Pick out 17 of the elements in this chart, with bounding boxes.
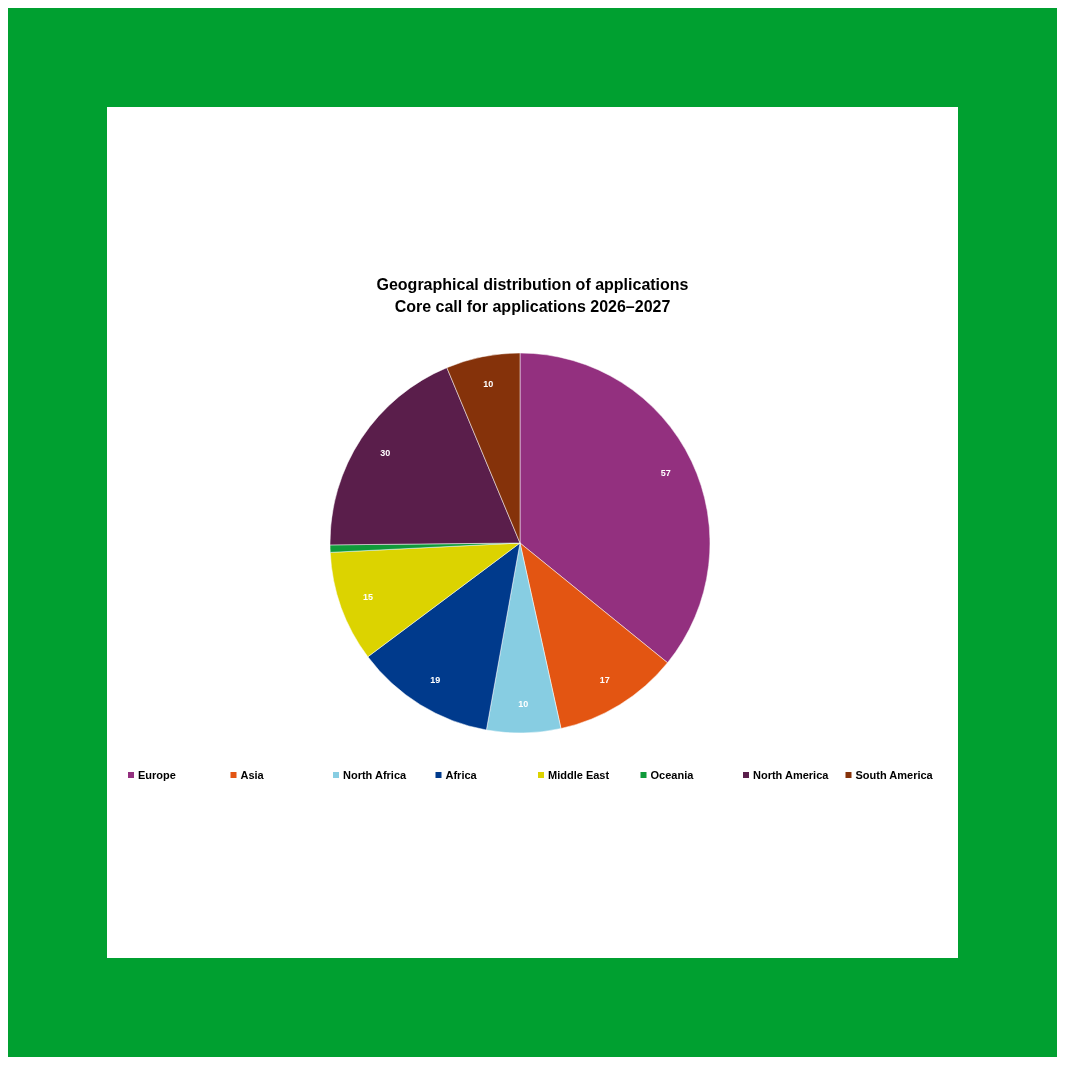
legend-label: Africa bbox=[445, 768, 478, 781]
data-label: 30 bbox=[380, 448, 391, 459]
legend-label: Asia bbox=[240, 768, 265, 781]
data-label: 10 bbox=[483, 379, 494, 390]
chart-subtitle: Core call for applications 2026–2027 bbox=[394, 298, 671, 315]
legend-label: Oceania bbox=[650, 768, 695, 781]
legend-label: Europe bbox=[138, 768, 176, 781]
data-label: 19 bbox=[430, 674, 441, 685]
chart-title: Geographical distribution of applications bbox=[376, 276, 689, 293]
legend-label: Middle East bbox=[548, 768, 610, 781]
data-label: 57 bbox=[660, 467, 671, 478]
data-label: 15 bbox=[363, 592, 374, 603]
data-label: 17 bbox=[599, 674, 610, 685]
legend-label: South America bbox=[855, 768, 934, 781]
legend-label: North Africa bbox=[343, 768, 408, 781]
legend-label: North America bbox=[753, 768, 830, 781]
data-label: 10 bbox=[518, 698, 529, 709]
